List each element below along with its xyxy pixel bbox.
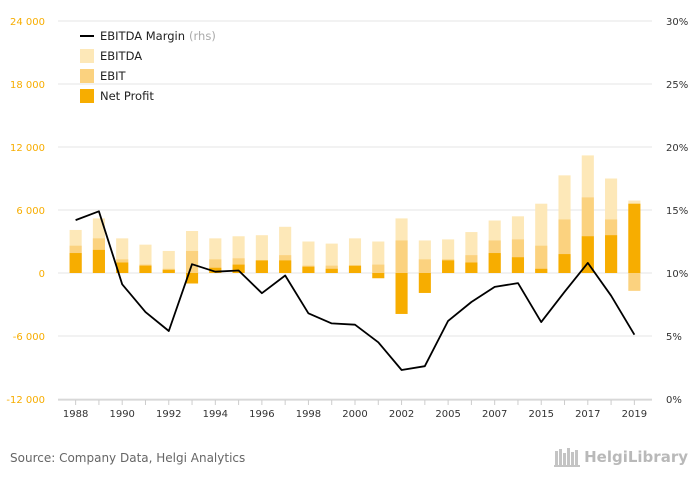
y-left-tick-label: 6 000 <box>16 206 45 217</box>
bar-net-profit <box>69 253 82 273</box>
bar-net-profit <box>255 260 268 273</box>
legend-label: EBIT <box>100 69 127 83</box>
y-right-tick-label: 25% <box>666 80 688 91</box>
bar-net-profit <box>372 273 385 279</box>
bar-net-profit <box>465 262 478 273</box>
legend-suffix: (rhs) <box>189 29 216 43</box>
bar-net-profit <box>628 203 641 273</box>
legend-label: EBITDA Margin (rhs) <box>100 29 216 43</box>
bar-net-profit <box>605 235 618 273</box>
bar-ebit <box>535 245 548 273</box>
y-right-tick-label: 15% <box>666 206 688 217</box>
x-tick-label: 1998 <box>296 409 321 420</box>
bar-ebitda <box>162 250 175 273</box>
x-tick-label: 2007 <box>482 409 507 420</box>
bar-net-profit <box>325 268 338 273</box>
bar-net-profit <box>116 262 129 273</box>
x-tick-label: 2017 <box>575 409 600 420</box>
y-left-tick-label: -12 000 <box>6 395 45 406</box>
axes: -12 000 -6 000 0 6 000 12 000 18 000 24 000 0% 5… <box>6 17 688 420</box>
bar-net-profit <box>558 254 571 273</box>
bar-net-profit <box>581 236 594 273</box>
bar-ebit <box>185 250 199 273</box>
bar-net-profit <box>395 273 408 314</box>
ebitda-margin-line <box>75 210 636 371</box>
y-right-tick-label: 10% <box>666 269 688 280</box>
bar-net-profit <box>348 265 362 273</box>
bar-ebitda <box>348 238 362 273</box>
logo-text: HelgiLibrary <box>584 448 688 466</box>
x-tick-label: 2015 <box>529 409 554 420</box>
legend-box-swatch <box>80 69 94 83</box>
bars <box>69 155 641 314</box>
bar-net-profit <box>488 253 501 273</box>
bar-ebit <box>395 240 408 273</box>
helgi-library-logo: HelgiLibrary <box>554 446 688 468</box>
margin-line-layer <box>75 210 636 371</box>
x-tick-label: 2005 <box>435 409 460 420</box>
bar-ebit <box>628 273 641 291</box>
bar-net-profit <box>511 257 525 273</box>
bar-ebit <box>418 259 431 273</box>
bar-net-profit <box>535 268 548 273</box>
bar-ebitda <box>302 241 315 273</box>
legend: EBITDA Margin (rhs) EBITDA EBIT Net Profit <box>80 29 216 103</box>
bar-net-profit <box>442 260 455 273</box>
bar-net-profit <box>92 249 105 273</box>
x-tick-label: 1996 <box>249 409 274 420</box>
bar-net-profit <box>209 267 222 273</box>
bar-net-profit <box>302 266 315 273</box>
bar-net-profit <box>139 265 152 273</box>
legend-box-swatch <box>80 49 94 63</box>
x-tick-label: 2002 <box>389 409 414 420</box>
legend-box-swatch <box>80 89 94 103</box>
bar-net-profit <box>418 273 431 293</box>
y-right-tick-label: 0% <box>666 395 682 406</box>
legend-label: Net Profit <box>100 89 154 103</box>
y-left-tick-label: 12 000 <box>10 143 45 154</box>
y-right-tick-label: 30% <box>666 17 688 28</box>
x-tick-label: 1992 <box>156 409 181 420</box>
x-tick-label: 2000 <box>342 409 367 420</box>
legend-label: EBITDA <box>100 49 142 63</box>
x-tick-label: 1994 <box>203 409 228 420</box>
x-tick-label: 1990 <box>109 409 134 420</box>
bar-net-profit <box>162 269 175 273</box>
bar-net-profit <box>279 260 292 273</box>
y-left-tick-label: 18 000 <box>10 80 45 91</box>
chart-plot: -12 000 -6 000 0 6 000 12 000 18 000 24 000 0% 5… <box>6 17 688 420</box>
x-tick-label: 2019 <box>622 409 647 420</box>
bar-net-profit <box>185 273 199 284</box>
source-note: Source: Company Data, Helgi Analytics <box>10 451 246 465</box>
y-left-tick-label: -6 000 <box>13 332 45 343</box>
x-tick-label: 1988 <box>63 409 88 420</box>
y-right-tick-label: 20% <box>666 143 688 154</box>
bookshelf-icon <box>554 448 581 467</box>
y-right-tick-label: 5% <box>666 332 682 343</box>
y-left-tick-label: 0 <box>39 269 45 280</box>
y-left-tick-label: 24 000 <box>10 17 45 28</box>
bar-ebit <box>372 264 385 273</box>
bar-net-profit <box>232 264 245 273</box>
